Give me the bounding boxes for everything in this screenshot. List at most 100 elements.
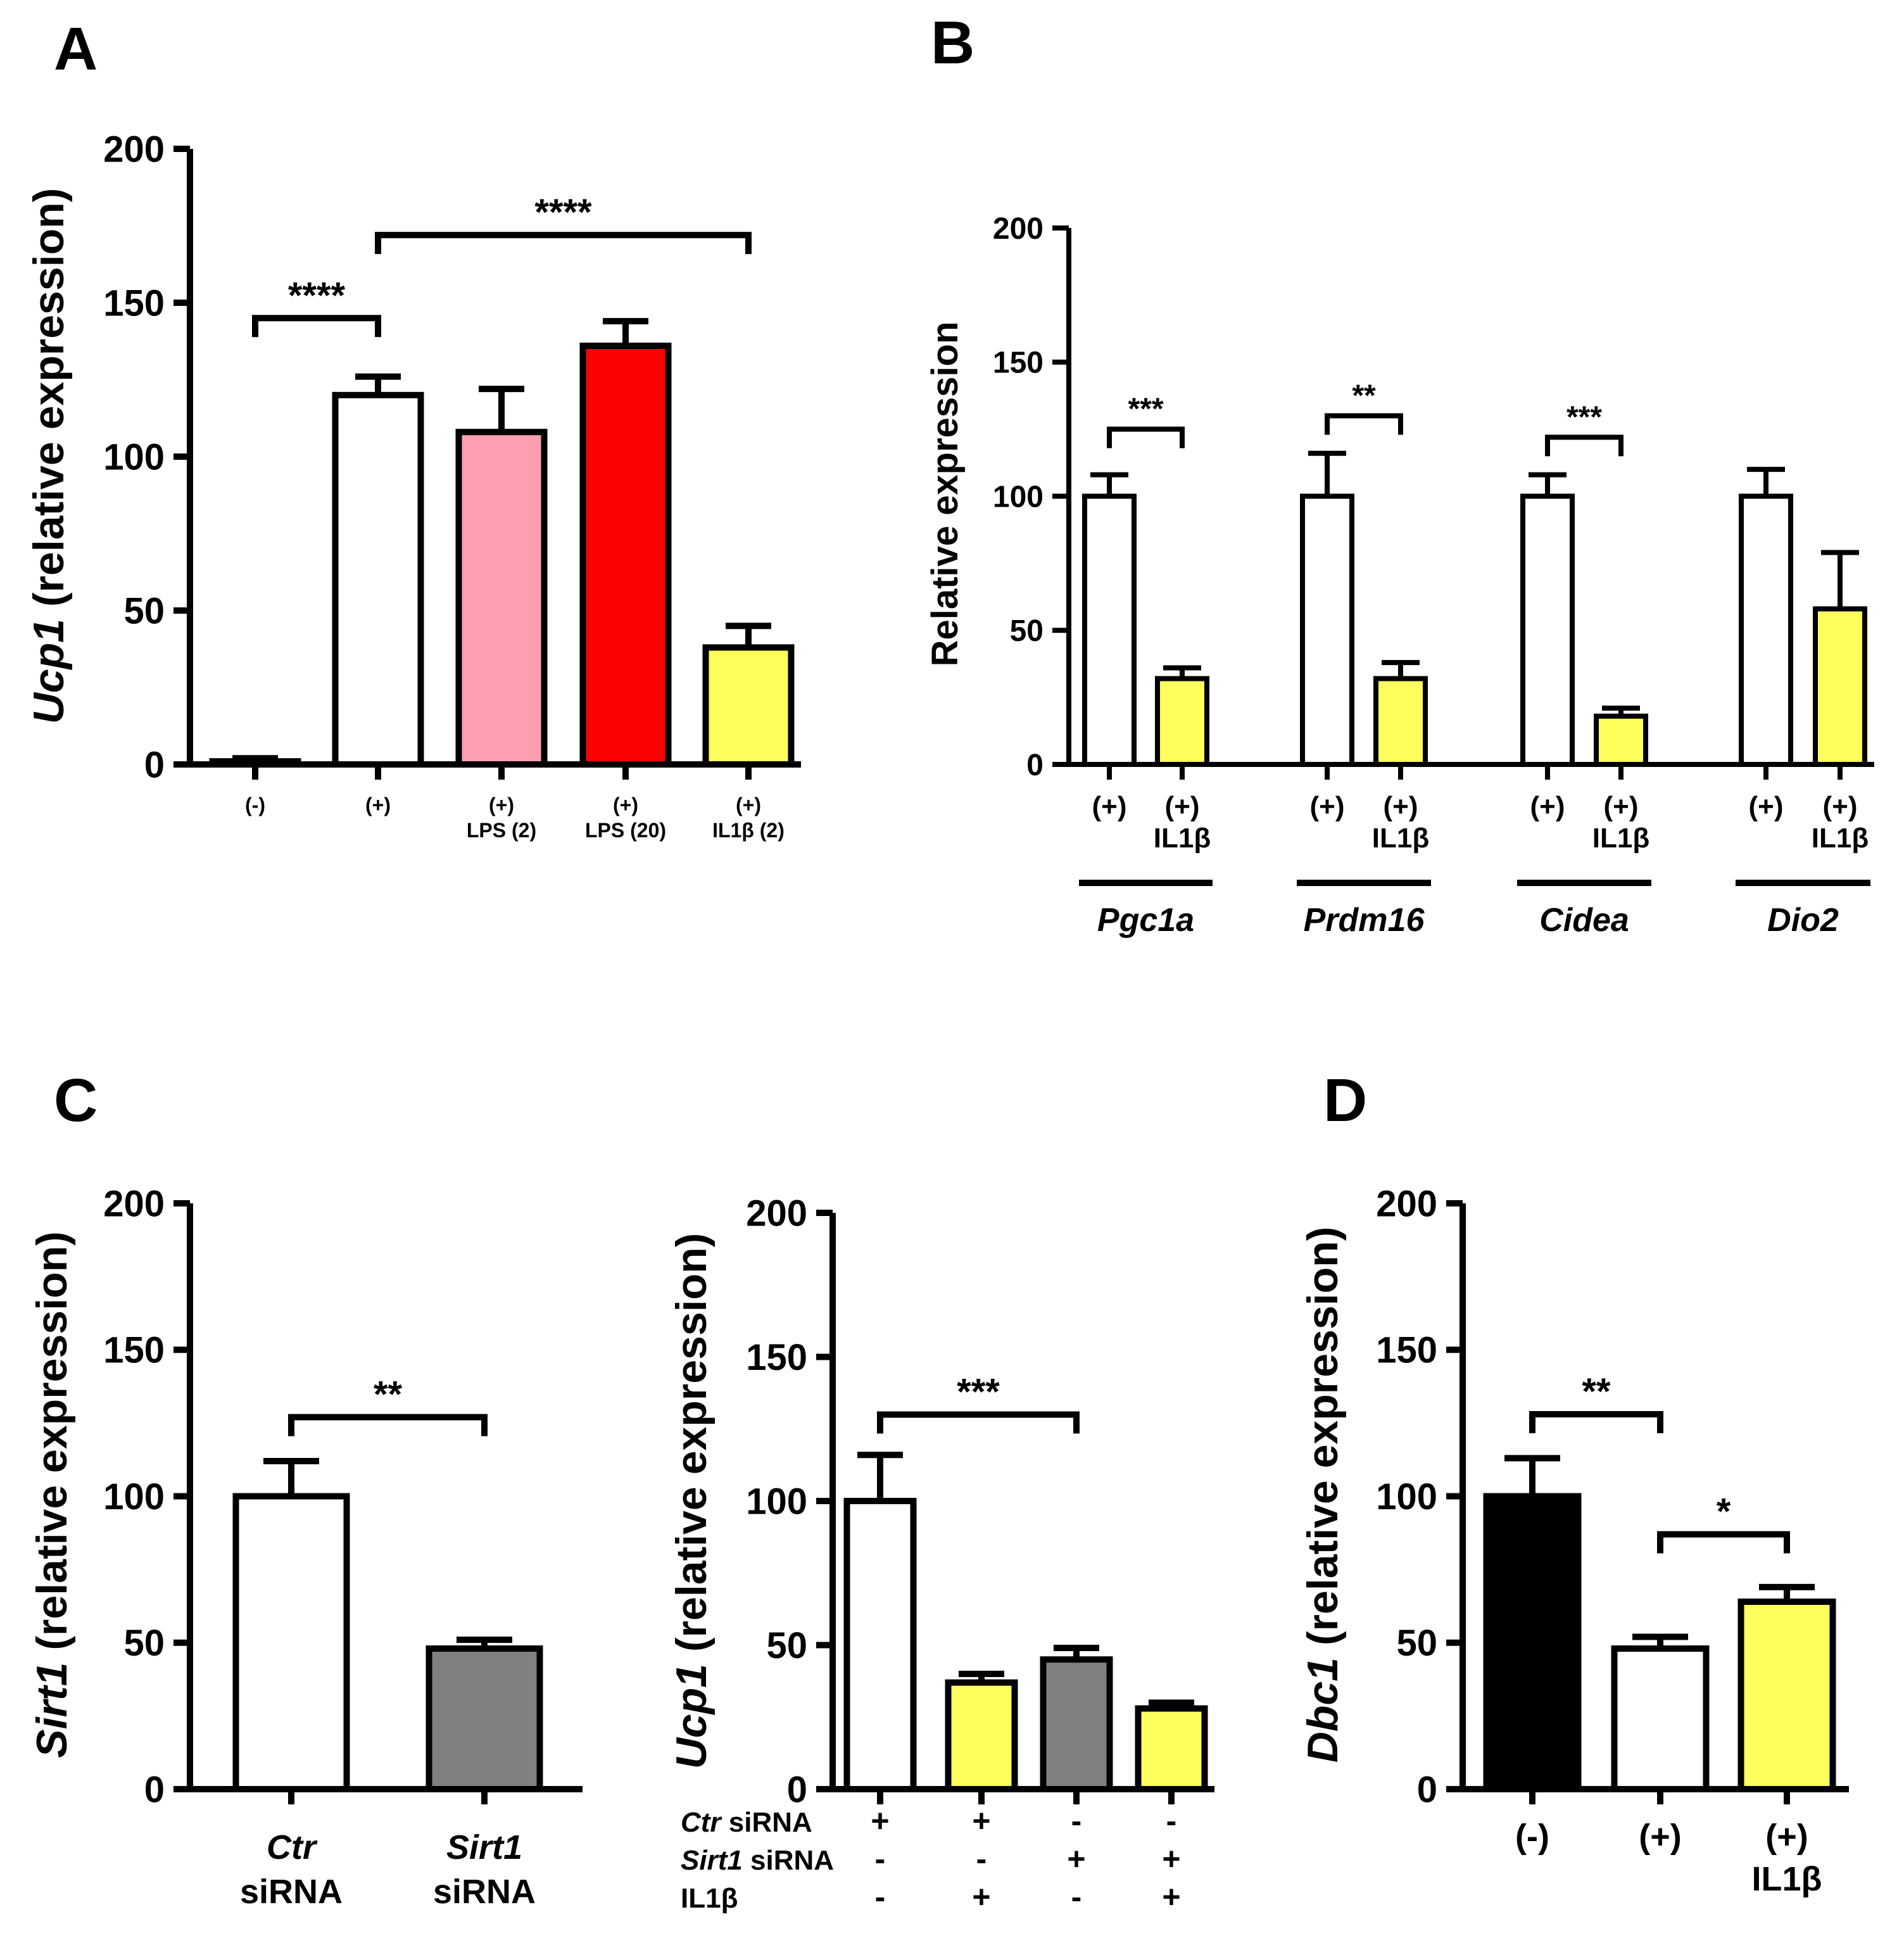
- x-tick-label: (+): [1765, 1818, 1808, 1856]
- condition-row-label: Sirt1 siRNA: [681, 1845, 834, 1876]
- x-tick-label-sub: siRNA: [240, 1873, 343, 1911]
- bar: [945, 1679, 1018, 1792]
- condition-sign: -: [875, 1841, 886, 1877]
- x-tick-label: (+): [1749, 791, 1784, 822]
- bar: [1373, 676, 1428, 767]
- x-tick-label-sub: IL1β: [1154, 823, 1211, 854]
- x-tick-label-sub: IL1β: [1752, 1860, 1822, 1898]
- significance-bracket: [1545, 434, 1623, 457]
- significance-label: ***: [957, 1372, 1000, 1413]
- x-tick-label: (+): [1604, 791, 1639, 822]
- y-tick-label: 200: [746, 1193, 807, 1234]
- y-axis-label-rest: (relative expression): [1299, 1227, 1347, 1657]
- bar: [1520, 493, 1575, 767]
- y-tick-label: 200: [993, 212, 1043, 246]
- condition-sign: -: [1071, 1879, 1082, 1915]
- bar: [455, 429, 548, 768]
- significance-bracket: [1325, 413, 1403, 435]
- condition-suffix: siRNA: [721, 1807, 812, 1838]
- gene-group-label: Dio2: [1767, 902, 1839, 939]
- x-tick-label-sub: IL1β (2): [712, 819, 785, 842]
- x-tick-label: (-): [1515, 1818, 1549, 1856]
- significance-bracket: [877, 1411, 1080, 1434]
- x-tick-label: (+): [1092, 791, 1127, 822]
- bar: [1155, 676, 1209, 767]
- bar: [1483, 1493, 1582, 1792]
- y-tick-label: 150: [103, 282, 165, 324]
- x-tick-label: (+): [1530, 791, 1565, 822]
- x-tick-label: (-): [245, 794, 265, 816]
- y-tick-label: 0: [1026, 749, 1043, 782]
- x-tick-label: Sirt1: [446, 1828, 522, 1866]
- panel-label-b: B: [931, 9, 974, 77]
- y-axis-label: Dbc1 (relative expression): [1299, 1227, 1347, 1763]
- y-tick-label: 50: [123, 1623, 165, 1664]
- condition-sign: +: [972, 1879, 990, 1915]
- y-tick-label: 200: [1376, 1183, 1437, 1224]
- significance-label: ****: [288, 275, 346, 316]
- panel-a-chart: 0 50 100 150 200 Ucp1 (relative expression) **…: [25, 129, 801, 842]
- condition-sign: -: [1071, 1803, 1082, 1839]
- y-tick-label: 50: [123, 590, 165, 631]
- y-tick-label: 150: [993, 346, 1043, 380]
- significance-bracket: [375, 232, 752, 255]
- y-axis-label: Sirt1 (relative expression): [28, 1231, 76, 1758]
- condition-gene: Sirt1: [681, 1845, 743, 1876]
- significance-bracket: [1529, 1411, 1663, 1433]
- x-tick-label-sub: IL1β: [1812, 823, 1869, 854]
- y-axis-label-rest: (relative expression): [25, 188, 73, 619]
- y-tick-label: 150: [746, 1337, 807, 1378]
- y-axis-label-gene: Dbc1: [1299, 1657, 1347, 1763]
- y-tick-label: 0: [787, 1769, 807, 1810]
- significance-bracket: [1107, 426, 1185, 448]
- bar: [332, 391, 424, 768]
- y-tick-label: 200: [103, 1183, 165, 1224]
- condition-sign: -: [976, 1841, 987, 1877]
- panel-label-c: C: [54, 1067, 98, 1134]
- bar: [209, 758, 301, 768]
- significance-label: **: [1352, 379, 1376, 412]
- y-tick-label: 50: [1396, 1623, 1437, 1664]
- condition-sign: +: [1067, 1841, 1085, 1877]
- bar: [426, 1645, 543, 1792]
- significance-bracket: [252, 315, 381, 338]
- y-tick-label: 0: [144, 1769, 165, 1810]
- significance-label: ***: [1567, 400, 1602, 434]
- y-tick-label: 100: [103, 436, 165, 478]
- bar: [1611, 1645, 1710, 1792]
- x-tick-label-sub: IL1β: [1372, 823, 1429, 854]
- significance-label: **: [1582, 1371, 1611, 1412]
- y-tick-label: 150: [1376, 1330, 1437, 1371]
- y-tick-label: 0: [1417, 1769, 1437, 1810]
- condition-sign: +: [871, 1803, 889, 1839]
- condition-row-label: IL1β: [681, 1883, 738, 1914]
- condition-sign: +: [1162, 1841, 1180, 1877]
- bar: [1082, 493, 1137, 767]
- x-tick-label-sub: LPS (2): [467, 819, 536, 842]
- y-tick-label: 150: [103, 1330, 165, 1371]
- gene-group-label: Pgc1a: [1097, 902, 1194, 939]
- y-axis-label-rest: (relative expression): [28, 1231, 76, 1662]
- bar: [1040, 1656, 1113, 1792]
- x-tick-label: (+): [1310, 791, 1345, 822]
- condition-suffix: siRNA: [743, 1845, 834, 1876]
- significance-label: *: [1717, 1492, 1731, 1533]
- bar: [232, 1493, 350, 1792]
- x-tick-label: Ctr: [267, 1828, 318, 1866]
- x-tick-label: (+): [1384, 791, 1418, 822]
- significance-label: ****: [534, 192, 592, 233]
- bar: [843, 1498, 917, 1792]
- x-tick-label: (+): [489, 794, 514, 816]
- bar: [1300, 493, 1354, 767]
- y-tick-label: 100: [103, 1476, 165, 1517]
- y-tick-label: 100: [1376, 1476, 1437, 1517]
- bar: [1135, 1705, 1208, 1793]
- panel-c-chart: 0 50 100 150 200 Sirt1 (relative expression) *…: [28, 1183, 583, 1911]
- y-axis-label: Ucp1 (relative expression): [667, 1233, 716, 1770]
- bar: [1813, 606, 1867, 767]
- panel-label-d: D: [1323, 1067, 1367, 1134]
- y-tick-label: 200: [103, 129, 165, 170]
- x-tick-label-sub: LPS (20): [585, 819, 666, 842]
